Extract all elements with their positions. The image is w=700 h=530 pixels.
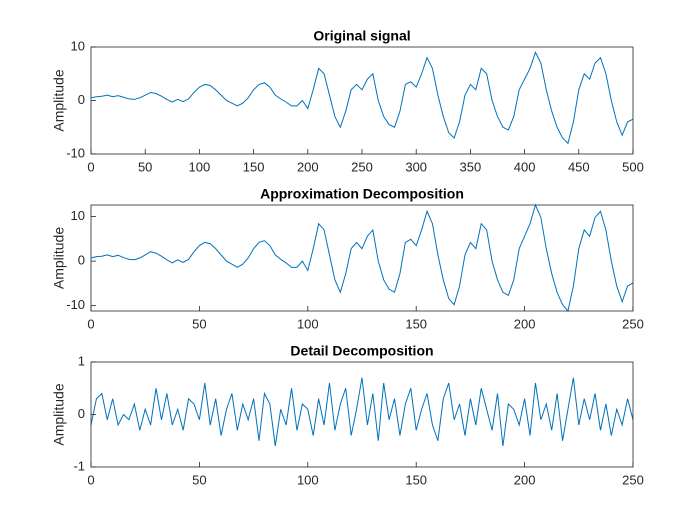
x-tick-label: 150 <box>243 159 265 174</box>
x-tick-label: 350 <box>460 159 482 174</box>
x-tick-label: 100 <box>297 472 319 487</box>
x-tick-label: 150 <box>405 316 427 331</box>
x-tick-label: 250 <box>622 472 644 487</box>
y-tick-label: -1 <box>73 458 85 473</box>
y-tick-label: -10 <box>66 145 85 160</box>
y-tick-label: -10 <box>66 297 85 312</box>
axes-background <box>91 205 633 311</box>
x-tick-label: 250 <box>622 316 644 331</box>
x-tick-label: 500 <box>622 159 644 174</box>
y-tick-label: 1 <box>78 353 85 368</box>
axes-background <box>91 47 633 154</box>
axes-box <box>90 204 634 312</box>
x-tick-label: 400 <box>514 159 536 174</box>
data-line <box>90 51 634 145</box>
x-tick-label: 200 <box>514 316 536 331</box>
y-axis-label: Amplitude <box>51 69 67 131</box>
y-axis-label: Amplitude <box>51 383 67 445</box>
x-tick-label: 0 <box>87 316 94 331</box>
chart-title: Detail Decomposition <box>290 343 433 359</box>
data-line <box>90 377 634 447</box>
x-tick-label: 100 <box>297 316 319 331</box>
chart-title: Approximation Decomposition <box>260 186 464 202</box>
x-tick-label: 250 <box>351 159 373 174</box>
x-tick-label: 0 <box>87 472 94 487</box>
y-tick-label: 10 <box>71 208 85 223</box>
data-line <box>90 203 634 313</box>
x-tick-label: 150 <box>405 472 427 487</box>
x-tick-label: 100 <box>189 159 211 174</box>
x-tick-label: 200 <box>297 159 319 174</box>
x-tick-label: 50 <box>138 159 152 174</box>
y-tick-label: 0 <box>78 92 85 107</box>
x-tick-label: 200 <box>514 472 536 487</box>
x-tick-label: 300 <box>405 159 427 174</box>
x-tick-label: 50 <box>192 316 206 331</box>
y-tick-label: 0 <box>78 253 85 268</box>
y-tick-label: 0 <box>78 406 85 421</box>
x-tick-label: 450 <box>568 159 590 174</box>
x-tick-label: 50 <box>192 472 206 487</box>
chart-title: Original signal <box>313 28 410 44</box>
y-tick-label: 10 <box>71 38 85 53</box>
x-tick-label: 0 <box>87 159 94 174</box>
y-axis-label: Amplitude <box>51 227 67 289</box>
